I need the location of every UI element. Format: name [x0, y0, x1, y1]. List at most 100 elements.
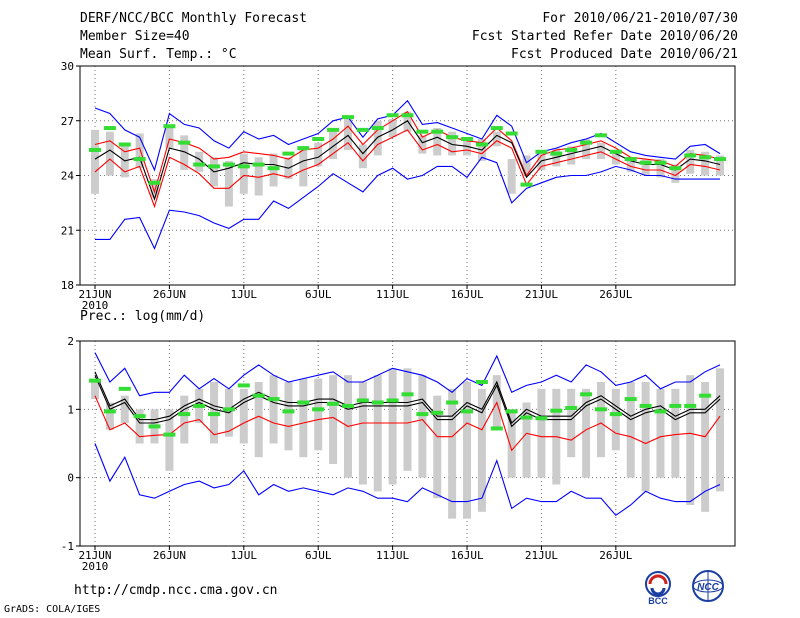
ensemble-range-bar: [403, 368, 412, 471]
ensemble-range-bar: [135, 409, 144, 444]
observed-marker: [580, 392, 593, 397]
ensemble-range-bar: [343, 118, 352, 150]
y-tick-label: 18: [61, 279, 74, 292]
observed-marker: [356, 127, 369, 132]
ensemble-range-bar: [165, 126, 174, 149]
ensemble-range-bar: [388, 368, 397, 485]
ensemble-range-bar: [448, 388, 457, 519]
observed-marker: [133, 157, 146, 162]
observed-marker: [163, 432, 176, 437]
x-tick-label: 1JUL: [231, 549, 258, 562]
observed-marker: [565, 147, 578, 152]
observed-marker: [431, 129, 444, 134]
ensemble-range-bar: [596, 382, 605, 458]
observed-marker: [669, 403, 682, 408]
ensemble-range-bar: [492, 131, 501, 147]
observed-marker: [341, 403, 354, 408]
ensemble-range-bar: [611, 149, 620, 165]
ensemble-range-bar: [656, 388, 665, 478]
y-tick-label: 27: [61, 115, 74, 128]
x-tick-label: 6JUL: [305, 549, 332, 562]
x-year-label: 2010: [82, 299, 109, 312]
observed-marker: [624, 397, 637, 402]
ensemble-range-bar: [195, 151, 204, 172]
observed-marker: [178, 412, 191, 417]
observed-marker: [222, 162, 235, 167]
precipitation-panel: -1 0 1 2 21JUN 26JUN 1JUL 6JUL 11JUL 16JUL 21JUL 26…: [61, 335, 736, 573]
y-tick-label: 2: [67, 335, 74, 348]
ensemble-range-bar: [388, 118, 397, 138]
observed-marker: [193, 162, 206, 167]
observed-marker: [327, 127, 340, 132]
series-line-upper: [94, 110, 721, 194]
observed-marker: [401, 113, 414, 118]
ensemble-range-bar: [180, 135, 189, 171]
observed-marker: [297, 146, 310, 151]
observed-marker: [535, 416, 548, 421]
observed-marker: [386, 398, 399, 403]
x-tick-label: 21JUL: [525, 288, 558, 301]
ensemble-range-bar: [91, 382, 99, 400]
observed-marker: [550, 408, 563, 413]
observed-marker: [580, 140, 593, 145]
observed-marker: [699, 393, 712, 398]
observed-marker: [594, 133, 607, 138]
observed-marker: [609, 149, 622, 154]
ensemble-range-bar: [641, 159, 650, 176]
plot-frame: [79, 340, 736, 547]
x-tick-label: 16JUL: [450, 549, 483, 562]
forecast-produced-date: Fcst Produced Date 2010/06/21: [511, 47, 738, 62]
series-line-mean: [94, 374, 721, 428]
footer-credit: GrADS: COLA/IGES: [4, 604, 101, 615]
ensemble-range-bar: [567, 388, 576, 458]
y-tick-label: 30: [61, 60, 74, 73]
observed-marker: [148, 180, 161, 185]
ensemble-range-bar: [299, 378, 308, 458]
ensemble-range-bar: [180, 395, 189, 444]
series-line-max: [94, 99, 721, 172]
observed-marker: [461, 137, 474, 141]
top-variable-label: Mean Surf. Temp.: °C: [80, 47, 237, 62]
forecast-period: For 2010/06/21-2010/07/30: [542, 11, 738, 26]
ensemble-range-bar: [105, 131, 114, 176]
observed-marker: [327, 401, 340, 406]
bcc-logo-text: BCC: [648, 596, 668, 606]
observed-marker: [505, 409, 518, 414]
x-tick-label: 16JUL: [450, 288, 483, 301]
ensemble-range-bar: [507, 159, 516, 194]
observed-marker: [475, 142, 488, 147]
ensemble-range-bar: [448, 131, 457, 156]
ensemble-range-bar: [135, 133, 144, 169]
footer-url[interactable]: http://cmdp.ncc.cma.gov.cn: [74, 583, 278, 598]
observed-marker: [282, 409, 295, 414]
observed-marker: [252, 162, 265, 167]
observed-marker: [699, 155, 712, 160]
member-size-label: Member Size=40: [80, 29, 190, 44]
observed-marker: [490, 426, 503, 431]
ensemble-range-bar: [120, 395, 129, 423]
ensemble-range-bar: [671, 164, 680, 183]
ensemble-range-bar: [626, 382, 635, 478]
observed-marker: [594, 407, 607, 412]
forecast-start-date: Fcst Started Refer Date 2010/06/20: [471, 29, 738, 44]
observed-marker: [89, 147, 101, 152]
observed-marker: [416, 412, 429, 417]
observed-marker: [639, 160, 652, 165]
ensemble-range-bar: [582, 139, 591, 160]
ensemble-range-bar: [522, 402, 531, 478]
observed-marker: [252, 393, 265, 398]
series-line-max: [94, 352, 721, 397]
observed-marker: [684, 153, 697, 158]
observed-marker: [505, 131, 518, 136]
observed-marker: [490, 126, 503, 131]
ensemble-range-bar: [701, 151, 710, 176]
observed-marker: [654, 409, 667, 414]
observed-marker: [654, 160, 667, 165]
y-tick-label: 21: [61, 224, 74, 237]
observed-marker: [222, 407, 235, 412]
ensemble-range-bar: [373, 120, 382, 156]
observed-marker: [446, 135, 459, 140]
observed-marker: [178, 140, 191, 145]
observed-marker: [520, 182, 533, 187]
